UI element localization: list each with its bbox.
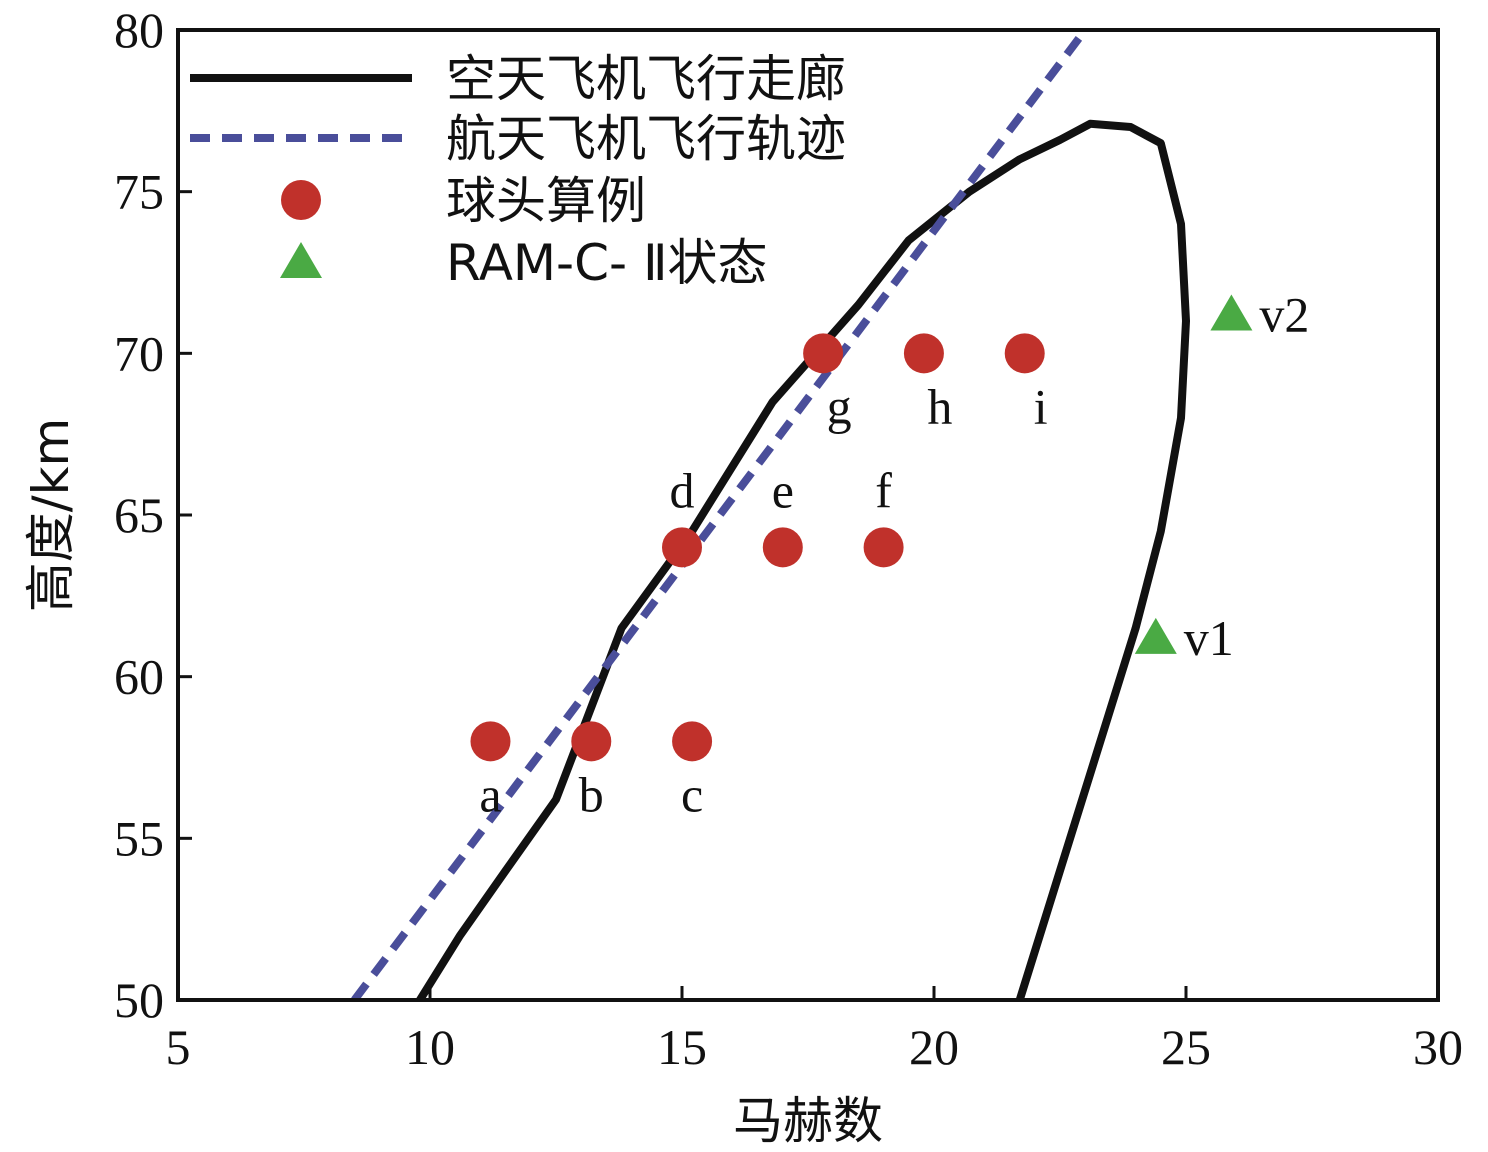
plot-frame [176,28,1440,1002]
sphere-case-point-b [571,721,612,762]
point-label-g: g [827,378,852,434]
x-tick-label: 15 [657,1019,707,1075]
shuttle-trajectory-line [351,30,1089,1000]
series-layer [351,30,1190,1000]
x-axis-title: 马赫数 [733,1092,883,1150]
y-tick-label: 75 [114,164,164,220]
point-label-e: e [772,462,794,518]
sphere-case-point-f [863,527,904,568]
x-tick-label: 20 [909,1019,959,1075]
sphere-case-point-h [903,333,944,374]
corridor-line [416,119,1190,1000]
legend-label-sphere: 球头算例 [446,172,646,230]
y-tick-label: 70 [114,325,164,381]
sphere-case-point-a [470,721,511,762]
x-tick-label: 10 [405,1019,455,1075]
point-label-c: c [681,766,703,822]
y-tick-label: 50 [114,972,164,1028]
point-label-b: b [579,766,604,822]
ram-c-point-v1 [1134,617,1177,654]
legend-label-trajectory: 航天飞机飞行轨迹 [446,110,846,168]
legend-swatch-sphere [281,180,321,220]
point-label-v2: v2 [1259,287,1309,343]
sphere-case-point-i [1004,333,1045,374]
sphere-case-point-g [803,333,844,374]
sphere-case-point-c [672,721,713,762]
point-label-i: i [1034,378,1048,434]
y-axis-title: 高度/km [22,418,80,613]
legend-swatch-ram [280,242,322,278]
ram-c-point-v2 [1210,294,1253,331]
x-tick-label: 30 [1413,1019,1463,1075]
y-tick-label: 80 [114,2,164,58]
sphere-case-point-e [762,527,803,568]
ticks-layer: 5 10 15 20 25 30 50 55 60 65 70 75 80 [114,2,1463,1075]
legend-label-corridor: 空天飞机飞行走廊 [446,50,846,108]
y-tick-label: 60 [114,649,164,705]
legend-label-ram: RAM-C- Ⅱ状态 [446,234,768,292]
y-tick-label: 55 [114,810,164,866]
x-tick-label: 5 [166,1019,191,1075]
markers-layer: a b c d e fg h i v1 v2 [470,287,1309,822]
x-tick-label: 25 [1161,1019,1211,1075]
point-label-d: d [670,462,695,518]
sphere-case-point-d [662,527,702,568]
point-label-f: f [875,462,892,518]
point-label-h: h [927,378,952,434]
point-label-v1: v1 [1184,610,1234,666]
point-label-a: a [479,766,501,822]
y-tick-label: 65 [114,487,164,543]
